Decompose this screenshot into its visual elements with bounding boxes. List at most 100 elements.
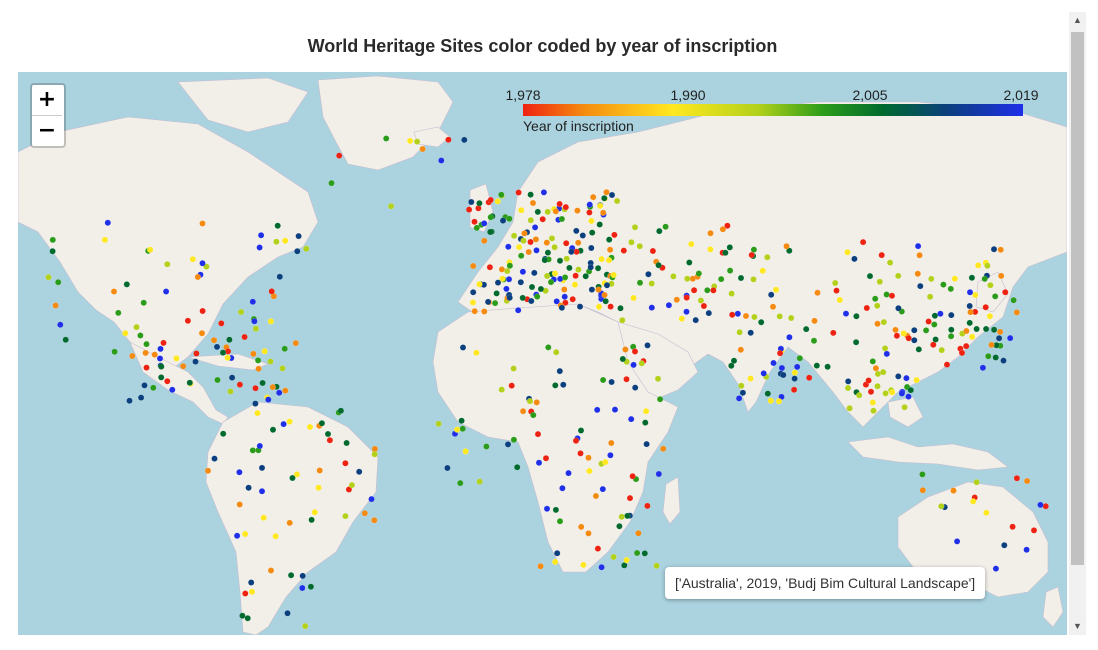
heritage-site-marker[interactable] [531, 269, 538, 277]
heritage-site-marker[interactable] [588, 286, 596, 293]
heritage-site-marker[interactable] [133, 323, 140, 331]
heritage-site-marker[interactable] [199, 220, 206, 227]
scroll-down-arrow-icon[interactable]: ▼ [1073, 621, 1082, 631]
heritage-site-marker[interactable] [726, 244, 733, 251]
heritage-site-marker[interactable] [506, 215, 513, 223]
heritage-site-marker[interactable] [49, 247, 56, 255]
heritage-site-marker[interactable] [530, 411, 537, 419]
heritage-site-marker[interactable] [874, 370, 882, 378]
heritage-site-marker[interactable] [950, 487, 957, 494]
heritage-site-marker[interactable] [258, 464, 266, 472]
heritage-site-marker[interactable] [556, 518, 564, 525]
heritage-site-marker[interactable] [343, 439, 350, 447]
heritage-site-marker[interactable] [577, 427, 585, 434]
heritage-site-marker[interactable] [247, 579, 255, 586]
heritage-site-marker[interactable] [590, 193, 597, 201]
heritage-site-marker[interactable] [526, 397, 534, 405]
heritage-site-marker[interactable] [1037, 501, 1044, 509]
heritage-site-marker[interactable] [948, 311, 955, 319]
world-map[interactable]: + − 1,978 1,990 2,005 2,019 Year of insc… [18, 72, 1067, 635]
heritage-site-marker[interactable] [111, 348, 118, 355]
heritage-site-marker[interactable] [413, 138, 421, 145]
heritage-site-marker[interactable] [199, 260, 206, 267]
heritage-site-marker[interactable] [517, 278, 524, 286]
heritage-site-marker[interactable] [219, 430, 227, 437]
heritage-site-marker[interactable] [739, 389, 747, 396]
heritage-site-marker[interactable] [110, 288, 118, 295]
heritage-site-marker[interactable] [700, 302, 708, 310]
heritage-site-marker[interactable] [540, 189, 548, 196]
heritage-site-marker[interactable] [303, 245, 310, 253]
heritage-site-marker[interactable] [491, 299, 499, 307]
heritage-site-marker[interactable] [276, 389, 283, 396]
heritage-site-marker[interactable] [470, 289, 477, 296]
heritage-site-marker[interactable] [616, 523, 623, 530]
heritage-site-marker[interactable] [775, 398, 783, 405]
heritage-site-marker[interactable] [487, 196, 494, 204]
heritage-site-marker[interactable] [947, 285, 954, 293]
heritage-site-marker[interactable] [559, 485, 566, 492]
vertical-scrollbar[interactable]: ▲ ▼ [1069, 12, 1086, 635]
heritage-site-marker[interactable] [938, 503, 945, 510]
heritage-site-marker[interactable] [273, 238, 280, 245]
heritage-site-marker[interactable] [493, 290, 500, 297]
heritage-site-marker[interactable] [371, 445, 379, 453]
heritage-site-marker[interactable] [561, 286, 568, 293]
heritage-site-marker[interactable] [265, 396, 272, 403]
heritage-site-marker[interactable] [551, 243, 558, 251]
heritage-site-marker[interactable] [844, 384, 852, 392]
heritage-site-marker[interactable] [594, 545, 602, 552]
heritage-site-marker[interactable] [486, 263, 494, 271]
heritage-site-marker[interactable] [594, 406, 601, 414]
heritage-site-marker[interactable] [476, 478, 483, 485]
heritage-site-marker[interactable] [104, 219, 112, 227]
heritage-site-marker[interactable] [598, 564, 605, 571]
heritage-site-marker[interactable] [1001, 542, 1008, 549]
heritage-site-marker[interactable] [299, 572, 306, 580]
heritage-site-marker[interactable] [990, 326, 998, 333]
heritage-site-marker[interactable] [905, 335, 912, 342]
heritage-site-marker[interactable] [794, 363, 801, 371]
heritage-site-marker[interactable] [790, 386, 798, 393]
heritage-site-marker[interactable] [844, 249, 851, 256]
heritage-site-marker[interactable] [470, 262, 477, 270]
heritage-site-marker[interactable] [747, 375, 754, 382]
heritage-site-marker[interactable] [476, 280, 483, 288]
heritage-site-marker[interactable] [573, 227, 580, 235]
heritage-site-marker[interactable] [242, 590, 249, 597]
heritage-site-marker[interactable] [282, 387, 289, 394]
heritage-site-marker[interactable] [595, 286, 602, 293]
heritage-site-marker[interactable] [534, 293, 541, 300]
heritage-site-marker[interactable] [893, 332, 901, 339]
heritage-site-marker[interactable] [534, 430, 542, 438]
heritage-site-marker[interactable] [786, 334, 793, 341]
heritage-site-marker[interactable] [613, 197, 621, 205]
heritage-site-marker[interactable] [601, 291, 608, 299]
heritage-site-marker[interactable] [481, 237, 488, 245]
heritage-site-marker[interactable] [892, 326, 899, 334]
heritage-site-marker[interactable] [498, 386, 505, 393]
heritage-site-marker[interactable] [579, 232, 586, 239]
heritage-site-marker[interactable] [758, 318, 765, 326]
heritage-site-marker[interactable] [610, 271, 617, 279]
heritage-site-marker[interactable] [280, 420, 287, 428]
heritage-site-marker[interactable] [227, 388, 234, 395]
heritage-site-marker[interactable] [900, 330, 907, 337]
heritage-site-marker[interactable] [898, 390, 906, 397]
heritage-site-marker[interactable] [937, 310, 944, 317]
heritage-site-marker[interactable] [371, 517, 378, 524]
heritage-site-marker[interactable] [600, 209, 607, 217]
heritage-site-marker[interactable] [164, 378, 171, 385]
heritage-site-marker[interactable] [911, 327, 918, 334]
heritage-site-marker[interactable] [726, 267, 734, 274]
heritage-site-marker[interactable] [608, 439, 615, 447]
heritage-site-marker[interactable] [276, 273, 283, 280]
heritage-site-marker[interactable] [876, 278, 883, 285]
heritage-site-marker[interactable] [543, 272, 551, 280]
heritage-site-marker[interactable] [719, 226, 727, 233]
heritage-site-marker[interactable] [510, 365, 517, 372]
heritage-site-marker[interactable] [635, 530, 642, 537]
heritage-site-marker[interactable] [387, 202, 395, 210]
heritage-site-marker[interactable] [62, 336, 69, 343]
heritage-site-marker[interactable] [160, 339, 167, 347]
